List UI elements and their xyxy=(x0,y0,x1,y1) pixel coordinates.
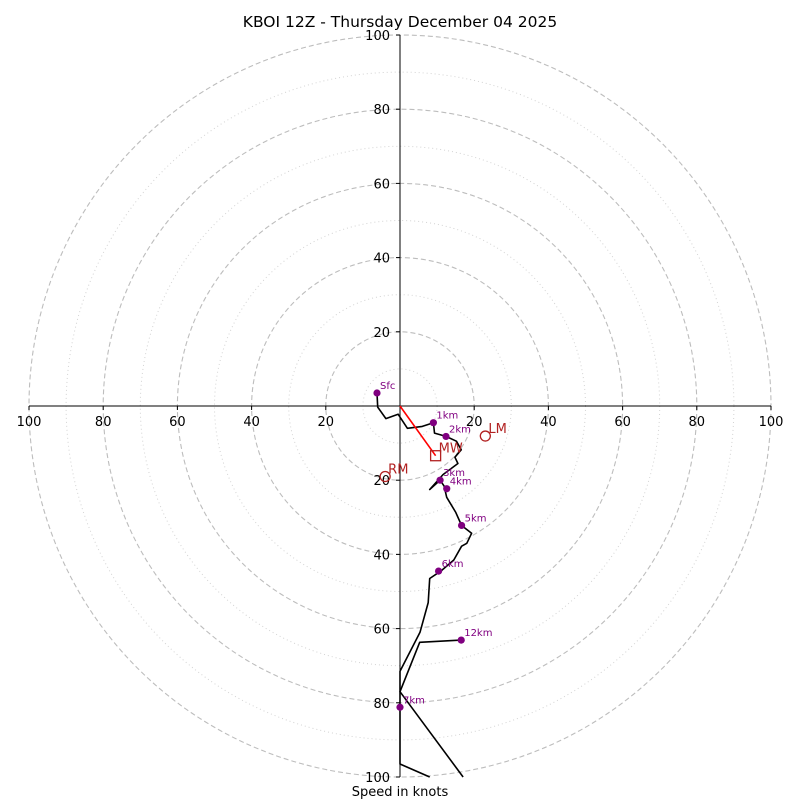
height-label-5km: 5km xyxy=(465,513,487,524)
storm-motion-RM xyxy=(379,470,391,483)
x-tick-label: 60 xyxy=(169,415,186,430)
y-tick-label: 80 xyxy=(373,103,390,118)
x-tick-label: 80 xyxy=(689,415,706,430)
storm-motion-MW xyxy=(429,450,442,462)
x-tick-label: 100 xyxy=(17,415,42,430)
height-label-Sfc: Sfc xyxy=(380,381,395,392)
storm-motion-label-MW: MW xyxy=(439,442,463,457)
height-marker-5km xyxy=(457,521,466,530)
x-tick-label: 100 xyxy=(759,415,784,430)
x-tick-label: 40 xyxy=(540,415,557,430)
x-tick-label: 80 xyxy=(95,415,112,430)
x-tick-label: 20 xyxy=(318,415,335,430)
y-tick-label: 40 xyxy=(373,252,390,267)
x-tick-label: 40 xyxy=(243,415,260,430)
bunkers-vector xyxy=(399,405,437,457)
storm-motion-markers: MW LM RM xyxy=(379,422,507,483)
height-marker-2km xyxy=(442,432,450,441)
height-marker-6km xyxy=(434,567,443,575)
x-tick-label: 20 xyxy=(466,415,483,430)
y-tick-label: 80 xyxy=(373,697,390,712)
height-marker-7km xyxy=(396,703,404,711)
height-marker-4km xyxy=(443,485,451,493)
height-label-6km: 6km xyxy=(442,559,464,570)
height-label-7km: 7km xyxy=(403,695,425,706)
height-label-2km: 2km xyxy=(449,424,471,435)
height-marker-3km xyxy=(436,476,444,484)
y-tick-label: 20 xyxy=(373,474,390,489)
y-tick-label: 100 xyxy=(365,29,390,44)
x-tick-labels: 100 80 60 40 20 20 40 60 80 100 xyxy=(17,406,784,430)
height-label-3km: 3km xyxy=(443,468,465,479)
height-label-4km: 4km xyxy=(450,477,472,488)
bunkers-vector-group xyxy=(399,405,437,457)
chart-title: KBOI 12Z - Thursday December 04 2025 xyxy=(243,13,557,31)
x-tick-label: 60 xyxy=(614,415,631,430)
height-label-12km: 12km xyxy=(464,628,492,639)
height-marker-Sfc xyxy=(373,389,381,397)
y-tick-labels: 100 80 60 40 20 20 40 60 80 100 xyxy=(365,29,400,786)
storm-motion-LM xyxy=(479,430,491,442)
storm-motion-label-LM: LM xyxy=(488,422,506,437)
y-tick-label: 60 xyxy=(373,177,390,192)
y-tick-label: 40 xyxy=(373,548,390,563)
storm-motion-label-RM: RM xyxy=(388,462,408,477)
height-marker-12km xyxy=(457,636,465,644)
height-marker-1km xyxy=(429,419,437,427)
x-axis-label: Speed in knots xyxy=(352,785,449,800)
y-tick-label: 60 xyxy=(373,623,390,638)
y-tick-label: 100 xyxy=(365,771,390,786)
hodograph-upper-line xyxy=(399,639,464,778)
y-tick-label: 20 xyxy=(373,326,390,341)
height-label-1km: 1km xyxy=(436,411,458,422)
